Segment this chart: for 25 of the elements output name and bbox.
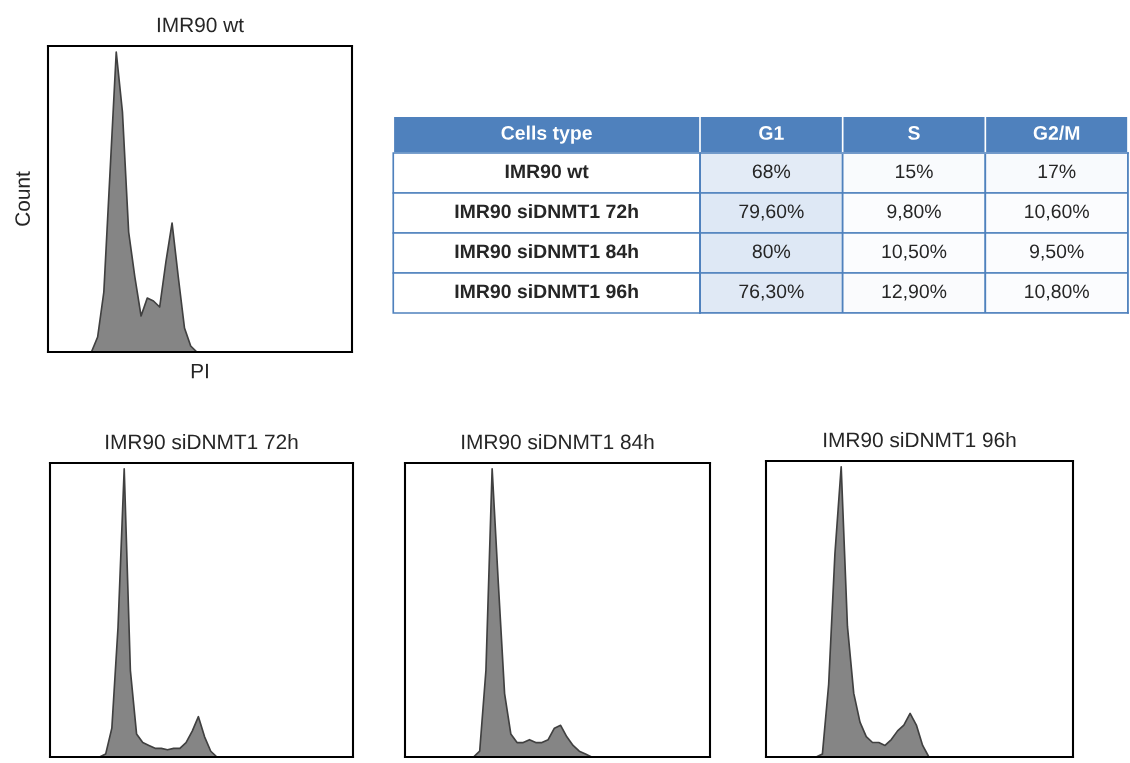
chart-title: IMR90 siDNMT1 72h xyxy=(106,434,298,450)
chart-title: IMR90 siDNMT1 96h xyxy=(824,432,1016,448)
y-tick-label: IMR90 siDNMT1 84h xyxy=(455,243,638,259)
data-label: 10,80% xyxy=(1025,284,1089,301)
x-axis-title: PI xyxy=(191,363,208,379)
data-label: 68% xyxy=(752,164,791,179)
y-tick-label: IMR90 wt xyxy=(505,164,589,179)
data-label: 12,90% xyxy=(882,284,947,301)
data-label: 10,50% xyxy=(882,244,947,261)
y-tick-label: IMR90 siDNMT1 72h xyxy=(455,203,638,219)
y-axis-title: Count xyxy=(15,171,30,226)
data-label: 15% xyxy=(896,164,933,179)
data-label: 9,50% xyxy=(1030,244,1084,261)
data-label: 80% xyxy=(752,244,791,259)
x-tick-label: G2/M xyxy=(1033,125,1080,141)
y-tick-label: IMR90 siDNMT1 96h xyxy=(455,283,638,299)
chart-title: IMR90 wt xyxy=(157,17,244,33)
data-label: 9,80% xyxy=(887,204,941,221)
y-axis-title: Cells type xyxy=(501,125,592,144)
data-label: 10,60% xyxy=(1025,204,1089,221)
x-tick-label: S xyxy=(908,126,920,140)
data-label: 79,60% xyxy=(739,204,804,221)
x-tick-label: G1 xyxy=(759,126,784,140)
data-label: 76,30% xyxy=(739,284,804,301)
data-label: 17% xyxy=(1038,164,1076,179)
